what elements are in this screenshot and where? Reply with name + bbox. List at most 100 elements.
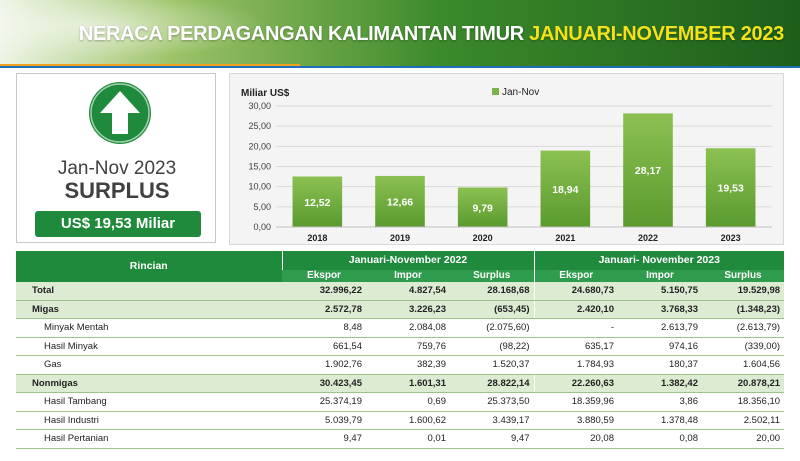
table-cell: (98,22) bbox=[450, 337, 534, 356]
table-cell: 2.572,78 bbox=[282, 300, 366, 319]
table-cell: 3,86 bbox=[618, 392, 702, 412]
y-tick-label: 30,00 bbox=[248, 101, 271, 111]
up-arrow-icon bbox=[89, 82, 151, 144]
table-cell: 2.502,11 bbox=[702, 411, 785, 430]
x-tick-label: 2019 bbox=[390, 233, 410, 243]
table-cell: 32.996,22 bbox=[282, 281, 366, 301]
table-cell: 18.356,10 bbox=[702, 392, 785, 412]
table-cell: (339,00) bbox=[702, 337, 785, 356]
data-label: 9,79 bbox=[472, 202, 493, 214]
table-cell: 30.423,45 bbox=[282, 374, 366, 393]
table-cell: 1.604,56 bbox=[702, 355, 785, 375]
table-cell: 0,69 bbox=[366, 392, 450, 412]
table-cell: 1.600,62 bbox=[366, 411, 450, 430]
table-row: Hasil Pertanian 9,47 0,01 9,47 20,08 0,08 20,0… bbox=[16, 429, 785, 449]
row-label: Nonmigas bbox=[16, 374, 282, 393]
trade-balance-table: Rincian Januari-November 2022 Januari- N… bbox=[16, 251, 785, 449]
col-header: Surplus bbox=[702, 269, 785, 282]
table-cell: 9,47 bbox=[282, 429, 366, 449]
y-tick-label: 10,00 bbox=[248, 182, 271, 192]
table-cell: 25.374,19 bbox=[282, 392, 366, 412]
leaf-decoration bbox=[0, 0, 300, 66]
table-row: Hasil Minyak 661,54 759,76 (98,22) 635,17 974… bbox=[16, 337, 785, 356]
title-main: NERACA PERDAGANGAN KALIMANTAN TIMUR bbox=[78, 23, 530, 45]
table-cell: 5.039,79 bbox=[282, 411, 366, 430]
col-header: Ekspor bbox=[282, 269, 366, 282]
table-cell: 635,17 bbox=[533, 337, 618, 356]
legend-swatch bbox=[492, 88, 499, 95]
data-label: 19,53 bbox=[718, 183, 744, 195]
table-cell: 3.226,23 bbox=[366, 300, 450, 319]
table-row: Minyak Mentah 8,48 2.084,08 (2.075,60) -2.61… bbox=[16, 318, 785, 338]
table-cell: 28.822,14 bbox=[450, 374, 534, 393]
col-group-2022: Januari-November 2022 bbox=[281, 251, 534, 270]
chart-canvas: 0,00 5,00 10,00 15,00 20,00 25,00 30,00 Miliar … bbox=[241, 87, 772, 243]
header-banner: NERACA PERDAGANGAN KALIMANTAN TIMUR JANU… bbox=[0, 0, 800, 66]
table-cell: 1.520,37 bbox=[450, 355, 534, 375]
y-axis-label: Miliar US$ bbox=[241, 88, 290, 99]
col-header: Impor bbox=[366, 269, 450, 282]
data-label: 28,17 bbox=[635, 165, 661, 177]
table-cell: (1.348,23) bbox=[702, 300, 785, 319]
bar-chart: 0,00 5,00 10,00 15,00 20,00 25,00 30,00 Miliar … bbox=[229, 73, 784, 245]
col-rincian: Rincian bbox=[16, 251, 282, 282]
table-cell: 1.378,48 bbox=[618, 411, 702, 430]
col-header: Ekspor bbox=[533, 269, 618, 282]
x-tick-label: 2018 bbox=[307, 233, 327, 243]
table-cell: 1.382,42 bbox=[618, 374, 702, 393]
bar bbox=[623, 113, 673, 227]
table-cell: 1.784,93 bbox=[533, 355, 618, 375]
table-cell: 4.827,54 bbox=[366, 281, 450, 301]
table-cell: 2.420,10 bbox=[533, 300, 618, 319]
page-title: NERACA PERDAGANGAN KALIMANTAN TIMUR JANU… bbox=[79, 23, 784, 46]
header-stripe-orange bbox=[0, 64, 300, 66]
table-cell: 2.084,08 bbox=[366, 318, 450, 338]
row-label: Minyak Mentah bbox=[16, 318, 282, 338]
table-cell: 20,00 bbox=[702, 429, 785, 449]
data-label: 12,66 bbox=[387, 196, 413, 208]
table-cell: 0,01 bbox=[366, 429, 450, 449]
table-cell: 18.359,96 bbox=[533, 392, 618, 412]
row-label: Hasil Minyak bbox=[16, 337, 282, 356]
table-row: Nonmigas 30.423,45 1.601,31 28.822,14 22.260… bbox=[16, 374, 785, 393]
status-label: SURPLUS bbox=[64, 178, 170, 203]
table-cell: 19.529,98 bbox=[702, 281, 785, 301]
surplus-amount-badge: US$ 19,53 Miliar bbox=[35, 211, 201, 237]
data-label: 18,94 bbox=[552, 184, 578, 196]
table-cell: 3.768,33 bbox=[618, 300, 702, 319]
table-cell: (2.613,79) bbox=[702, 318, 785, 338]
table-row: Total 32.996,22 4.827,54 28.168,68 24.680,73… bbox=[16, 281, 785, 301]
x-tick-label: 2023 bbox=[721, 233, 741, 243]
row-label: Hasil Pertanian bbox=[16, 429, 282, 449]
data-label: 12,52 bbox=[304, 197, 330, 209]
y-tick-label: 25,00 bbox=[248, 121, 271, 131]
x-tick-label: 2022 bbox=[638, 233, 658, 243]
bar bbox=[705, 148, 756, 227]
table-row: Hasil Tambang 25.374,19 0,69 25.373,50 18.35… bbox=[16, 392, 785, 412]
legend-label: Jan-Nov bbox=[502, 87, 539, 98]
period-label: Jan-Nov 2023 bbox=[57, 158, 177, 179]
table-cell: 28.168,68 bbox=[450, 281, 534, 301]
y-tick-label: 5,00 bbox=[253, 202, 271, 212]
row-label: Migas bbox=[16, 300, 282, 319]
row-label: Gas bbox=[16, 355, 282, 375]
surplus-panel: Jan-Nov 2023 SURPLUS US$ 19,53 Miliar bbox=[16, 73, 216, 243]
bar bbox=[375, 175, 425, 227]
table-cell: (653,45) bbox=[450, 300, 534, 319]
table-cell: 5.150,75 bbox=[618, 281, 702, 301]
table-cell: (2.075,60) bbox=[450, 318, 534, 338]
row-label: Hasil Tambang bbox=[16, 392, 282, 412]
table-cell: 22.260,63 bbox=[533, 374, 618, 393]
row-label: Hasil Industri bbox=[16, 411, 282, 430]
row-label: Total bbox=[16, 281, 282, 301]
table-cell: - bbox=[533, 318, 618, 338]
table-cell: 1.902,76 bbox=[282, 355, 366, 375]
x-tick-label: 2021 bbox=[555, 233, 575, 243]
table-cell: 382,39 bbox=[366, 355, 450, 375]
table-cell: 20.878,21 bbox=[702, 374, 785, 393]
table-cell: 1.601,31 bbox=[366, 374, 450, 393]
y-tick-label: 20,00 bbox=[248, 141, 271, 151]
table-cell: 20,08 bbox=[533, 429, 618, 449]
y-tick-label: 15,00 bbox=[248, 162, 271, 172]
table-cell: 0,08 bbox=[618, 429, 702, 449]
